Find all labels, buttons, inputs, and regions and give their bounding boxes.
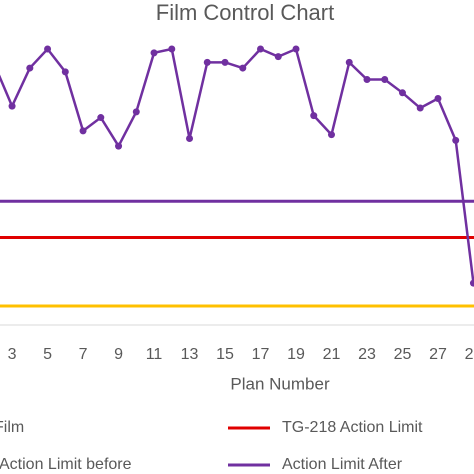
point (345, 58, 353, 66)
point (416, 104, 424, 112)
point (97, 114, 105, 122)
point (381, 75, 389, 83)
point (452, 136, 460, 144)
x-tick-label: 5 (43, 346, 52, 363)
x-tick-label: 9 (114, 346, 123, 363)
point (257, 45, 265, 53)
point (79, 127, 87, 135)
point (221, 58, 229, 66)
point (274, 53, 282, 61)
x-tick-label: 29 (465, 346, 474, 363)
point (150, 49, 158, 57)
point (168, 45, 176, 53)
x-tick-label: 27 (429, 346, 447, 363)
point (8, 102, 16, 110)
x-tick-label: 21 (323, 346, 341, 363)
x-tick-label: 17 (252, 346, 270, 363)
point (469, 279, 474, 287)
x-tick-label: 7 (79, 346, 88, 363)
x-tick-label: 3 (8, 346, 17, 363)
point (115, 142, 123, 150)
point (26, 64, 34, 72)
series-line (0, 47, 474, 284)
chart-title: Film Control Chart (156, 0, 334, 25)
point (44, 45, 52, 53)
legend-label: Action Limit After (282, 456, 403, 473)
point (434, 95, 442, 103)
x-tick-label: 11 (146, 346, 163, 363)
x-tick-label: 25 (394, 346, 412, 363)
point (186, 134, 194, 142)
x-axis-title: Plan Number (230, 374, 330, 393)
point (61, 68, 69, 76)
point (363, 75, 371, 83)
x-tick-label: 19 (287, 346, 305, 363)
point (203, 58, 211, 66)
legend-label: Action Limit before (0, 456, 132, 473)
x-tick-label: 23 (358, 346, 376, 363)
legend-label: Film (0, 419, 24, 436)
legend-label: TG-218 Action Limit (282, 419, 423, 436)
x-tick-label: 15 (216, 346, 234, 363)
point (398, 89, 406, 97)
point (132, 108, 140, 116)
point (327, 131, 335, 139)
x-tick-label: 13 (181, 346, 199, 363)
point (239, 64, 247, 72)
point (310, 112, 318, 120)
point (292, 45, 300, 53)
